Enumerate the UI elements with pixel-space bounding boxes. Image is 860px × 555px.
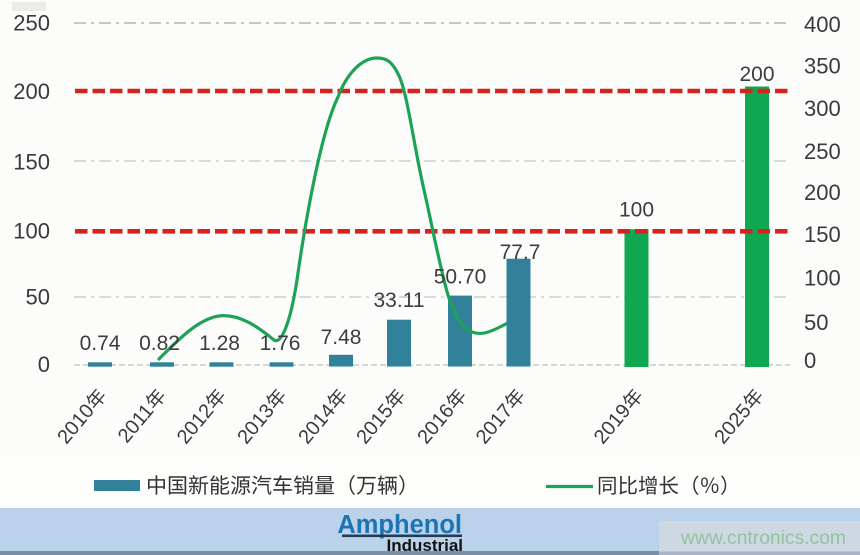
- svg-text:Amphenol: Amphenol: [337, 511, 462, 539]
- svg-text:150: 150: [804, 222, 841, 247]
- svg-text:50: 50: [26, 285, 50, 310]
- svg-text:200: 200: [804, 180, 841, 205]
- svg-text:400: 400: [804, 12, 841, 37]
- svg-text:50: 50: [804, 310, 828, 335]
- svg-text:www.cntronics.com: www.cntronics.com: [680, 528, 846, 549]
- svg-text:50.70: 50.70: [434, 266, 487, 289]
- svg-text:Industrial: Industrial: [386, 536, 463, 555]
- svg-text:100: 100: [804, 266, 841, 291]
- svg-text:0: 0: [38, 352, 50, 377]
- svg-text:7.48: 7.48: [321, 326, 362, 349]
- svg-text:0.74: 0.74: [80, 332, 121, 355]
- svg-text:200: 200: [739, 63, 774, 86]
- svg-text:200: 200: [13, 79, 50, 104]
- svg-text:350: 350: [804, 54, 841, 79]
- svg-text:1.28: 1.28: [199, 332, 240, 355]
- svg-text:100: 100: [13, 219, 50, 244]
- svg-text:77.7: 77.7: [500, 241, 541, 264]
- svg-text:0.82: 0.82: [139, 332, 180, 355]
- svg-text:150: 150: [13, 150, 50, 175]
- svg-text:100: 100: [619, 199, 654, 222]
- svg-text:250: 250: [13, 11, 50, 36]
- svg-text:33.11: 33.11: [374, 289, 425, 312]
- svg-text:0: 0: [804, 348, 816, 373]
- svg-text:1.76: 1.76: [260, 332, 301, 355]
- svg-text:250: 250: [804, 139, 841, 164]
- svg-text:300: 300: [804, 96, 841, 121]
